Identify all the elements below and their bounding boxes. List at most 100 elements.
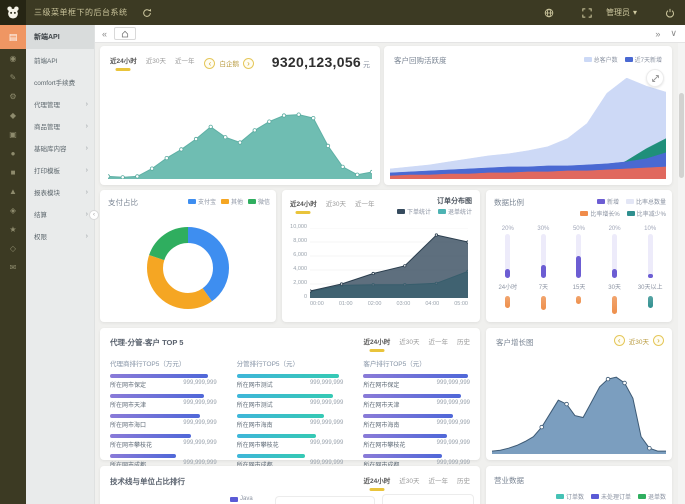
home-icon <box>121 30 129 37</box>
power-icon[interactable] <box>665 8 675 18</box>
legend-item[interactable]: 新增 <box>596 197 619 206</box>
legend-label: Java <box>240 496 253 502</box>
refresh-icon[interactable] <box>142 8 152 18</box>
tab-近一年[interactable]: 近一年 <box>428 478 449 485</box>
legend-item[interactable]: 微信 <box>247 197 270 206</box>
tab-近30天[interactable]: 近30天 <box>399 478 420 485</box>
fullscreen-icon[interactable] <box>582 7 592 18</box>
rail-icon-1[interactable]: ◉ <box>9 54 17 63</box>
rail-icon-8[interactable]: ▲ <box>9 187 17 196</box>
language-icon[interactable] <box>544 8 554 18</box>
sidebar-item-结算[interactable]: 结算 › <box>26 203 94 225</box>
ranking-label: 所在网市测试 <box>236 403 273 409</box>
rail-icon-5[interactable]: ▣ <box>9 130 17 139</box>
rail-icon-12[interactable]: ✉ <box>9 263 17 272</box>
prev-range-button[interactable]: ‹ <box>613 335 625 346</box>
x-tick: 05:00 <box>454 301 468 307</box>
tab-近24小时[interactable]: 近24小时 <box>364 475 391 491</box>
sidebar-item-前端API[interactable]: 前端API <box>26 49 94 71</box>
rail-icon-6[interactable]: ● <box>10 149 16 158</box>
rail-item-active[interactable]: ▤ <box>0 25 26 49</box>
user-menu[interactable]: 管理员 ▾ <box>606 7 637 18</box>
gauge-label: 15天 <box>572 285 586 291</box>
legend-item[interactable]: 订单数 <box>555 492 584 501</box>
collapse-menu-icon[interactable]: « <box>102 28 108 39</box>
rail-icon-10[interactable]: ★ <box>9 225 17 234</box>
tech-legend: Java <box>230 496 253 502</box>
prev-company-button[interactable]: ‹ <box>204 57 216 69</box>
top5-column-header: 客户排行TOP5（元） <box>363 361 426 368</box>
legend-swatch <box>624 57 633 62</box>
tab-近30天[interactable]: 近30天 <box>399 339 420 346</box>
sidebar-item-打印模板[interactable]: 打印模板 › <box>26 159 94 181</box>
tab-近一年[interactable]: 近一年 <box>174 58 195 65</box>
sidebar-header[interactable]: 新端API <box>26 25 94 49</box>
tech-range-tabs: 近24小时 近30天 近一年 历史 <box>364 475 470 491</box>
x-axis-labels: 00:00 01:00 02:00 03:00 04:00 05:00 <box>310 301 468 307</box>
legend-swatch <box>625 199 634 204</box>
tab-近24小时[interactable]: 近24小时 <box>364 336 391 352</box>
legend-label: 支付宝 <box>197 200 216 206</box>
legend-item[interactable]: 退单统计 <box>437 207 472 216</box>
tab-近30天[interactable]: 近30天 <box>145 58 166 65</box>
tech-panel-placeholder <box>382 494 474 504</box>
rail-icon-4[interactable]: ◆ <box>9 111 17 120</box>
tab-近24小时[interactable]: 近24小时 <box>110 55 137 71</box>
tech-ranking-card: 技术线与单位占比排行 近24小时 近30天 近一年 历史 Java <box>100 466 480 504</box>
ranking-bar <box>363 374 468 378</box>
tab-近24小时[interactable]: 近24小时 <box>290 198 317 214</box>
top5-column: 代理商排行TOP5（万元） 所在网市保定 999,999,999 所在网市天津 999,… <box>110 358 217 474</box>
tab-近一年[interactable]: 近一年 <box>354 201 375 208</box>
next-range-button[interactable]: › <box>653 335 664 346</box>
legend-item[interactable]: 支付宝 <box>187 197 216 206</box>
gauge-label: 30天 <box>608 285 621 291</box>
sidebar-item-权限[interactable]: 权限 › <box>26 225 94 247</box>
sidebar-item-基础库内容[interactable]: 基础库内容 › <box>26 137 94 159</box>
legend-item[interactable]: 比率增长% <box>580 209 620 218</box>
tab-历史[interactable]: 历史 <box>457 478 470 485</box>
top5-row: 所在网市海口 999,999,999 <box>110 414 217 429</box>
sidebar-item-comfort手续费[interactable]: comfort手续费 <box>26 71 94 93</box>
rail-icon-11[interactable]: ◇ <box>9 244 17 253</box>
top5-title: 代理-分管-客户 TOP 5 <box>110 338 184 347</box>
y-tick: 10,000 <box>290 224 307 230</box>
ranking-bar <box>110 414 200 418</box>
sidebar-item-商品管理[interactable]: 商品管理 › <box>26 115 94 137</box>
legend-item[interactable]: 下单统计 <box>396 207 431 216</box>
tech-panel-placeholder <box>275 496 375 504</box>
legend-item[interactable]: 未处理订单 <box>590 492 631 501</box>
sidebar-item-报表模块[interactable]: 报表模块 › <box>26 181 94 203</box>
legend-item[interactable]: 退单数 <box>637 492 666 501</box>
tab-近30天[interactable]: 近30天 <box>325 201 346 208</box>
expand-tabs-icon[interactable]: » <box>655 28 661 39</box>
rail-icon-9[interactable]: ◈ <box>9 206 17 215</box>
legend-item[interactable]: 其他 <box>220 197 243 206</box>
y-tick: 8,000 <box>293 238 307 244</box>
tab-历史[interactable]: 历史 <box>457 339 470 346</box>
rail-icon-2[interactable]: ✎ <box>9 73 17 82</box>
tab-options-icon[interactable]: ∨ <box>670 28 677 38</box>
gauge-fill <box>540 264 546 278</box>
expand-chart-button[interactable] <box>646 69 664 87</box>
order-distribution-chart <box>310 228 468 298</box>
business-data-title: 营业数据 <box>494 476 524 485</box>
home-tab[interactable] <box>114 27 137 40</box>
panda-logo-icon <box>7 6 19 19</box>
legend-item[interactable]: 比率总数量 <box>625 197 666 206</box>
scrollbar-thumb[interactable] <box>679 93 684 178</box>
rail-icon-3[interactable]: ⚙ <box>9 92 17 101</box>
legend-item[interactable]: 总客户数 <box>583 55 618 64</box>
next-company-button[interactable]: › <box>242 57 254 69</box>
app-logo[interactable] <box>0 0 26 25</box>
gauge-percent: 30% <box>537 226 550 232</box>
sidebar-collapse-handle[interactable]: ‹ <box>89 210 99 220</box>
sidebar-item-代理管理[interactable]: 代理管理 › <box>26 93 94 115</box>
sidebar-item-label: 结算 <box>34 212 47 219</box>
ranking-label: 所在网市天津 <box>363 403 400 409</box>
rail-icon-7[interactable]: ■ <box>10 168 16 177</box>
legend-item[interactable]: 近7天新增 <box>624 55 662 64</box>
legend-item[interactable]: 比率减少% <box>626 209 666 218</box>
legend-item[interactable]: Java <box>230 496 253 502</box>
tab-近一年[interactable]: 近一年 <box>428 339 449 346</box>
ranking-label: 所在网市攀枝花 <box>236 443 279 449</box>
